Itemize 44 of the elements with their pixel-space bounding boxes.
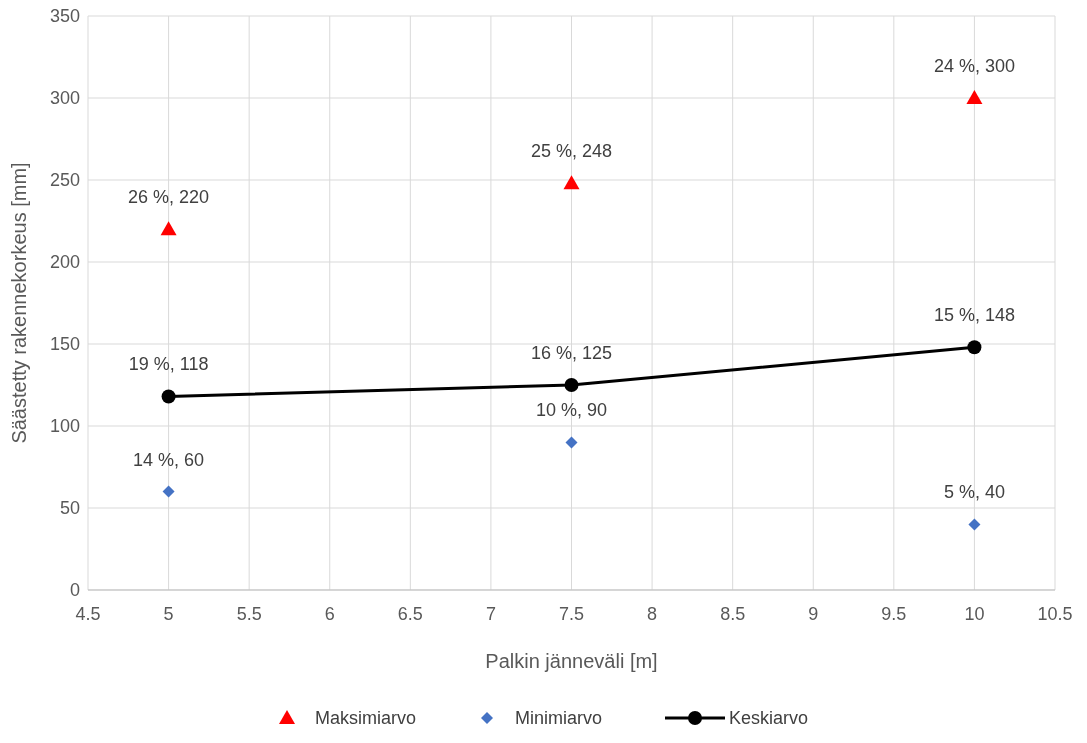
data-label: 14 %, 60 [133,449,205,470]
legend-label: Minimiarvo [515,708,603,728]
y-tick-label: 150 [49,334,80,354]
x-tick-label: 5.5 [236,604,262,624]
x-tick-label: 7.5 [558,604,585,624]
point [161,389,176,404]
data-label: 15 %, 148 [933,305,1015,326]
x-tick-label: 4.5 [75,604,101,624]
point [968,518,981,531]
x-tick-label: 8 [647,604,658,624]
y-tick-label: 350 [49,6,80,26]
y-tick-label: 200 [49,252,80,272]
x-tick-label: 5 [163,604,174,624]
point [160,221,177,236]
x-tick-label: 9 [808,604,819,624]
legend-label: Maksimiarvo [315,708,417,728]
y-tick-label: 50 [59,498,80,518]
point [966,90,983,104]
legend-label: Keskiarvo [729,708,809,728]
point [967,340,982,355]
y-tick-label: 0 [69,580,80,600]
x-tick-label: 6.5 [397,604,423,624]
x-tick-label: 6 [324,604,335,624]
data-label: 10 %, 90 [535,400,608,421]
x-tick-label: 10 [964,604,985,624]
data-label: 26 %, 220 [128,187,210,208]
x-tick-label: 10.5 [1037,604,1073,624]
data-label: 5 %, 40 [943,482,1005,503]
y-tick-label: 250 [49,170,80,190]
y-tick-label: 100 [49,416,80,436]
point [162,485,175,498]
y-tick-label: 300 [49,88,80,108]
point [565,436,578,449]
data-label: 25 %, 248 [530,141,613,162]
data-label: 24 %, 300 [933,56,1015,76]
x-tick-label: 9.5 [881,604,907,624]
x-axis-title: Palkin jänneväli [m] [485,650,658,672]
x-tick-label: 8.5 [720,604,746,624]
data-label: 16 %, 125 [530,343,613,363]
data-label: 19 %, 118 [128,354,209,375]
point [564,378,579,392]
y-axis-title: Säästetty rakennekorkeus [mm] [8,162,30,444]
x-tick-label: 7 [485,604,496,624]
point [563,175,580,190]
